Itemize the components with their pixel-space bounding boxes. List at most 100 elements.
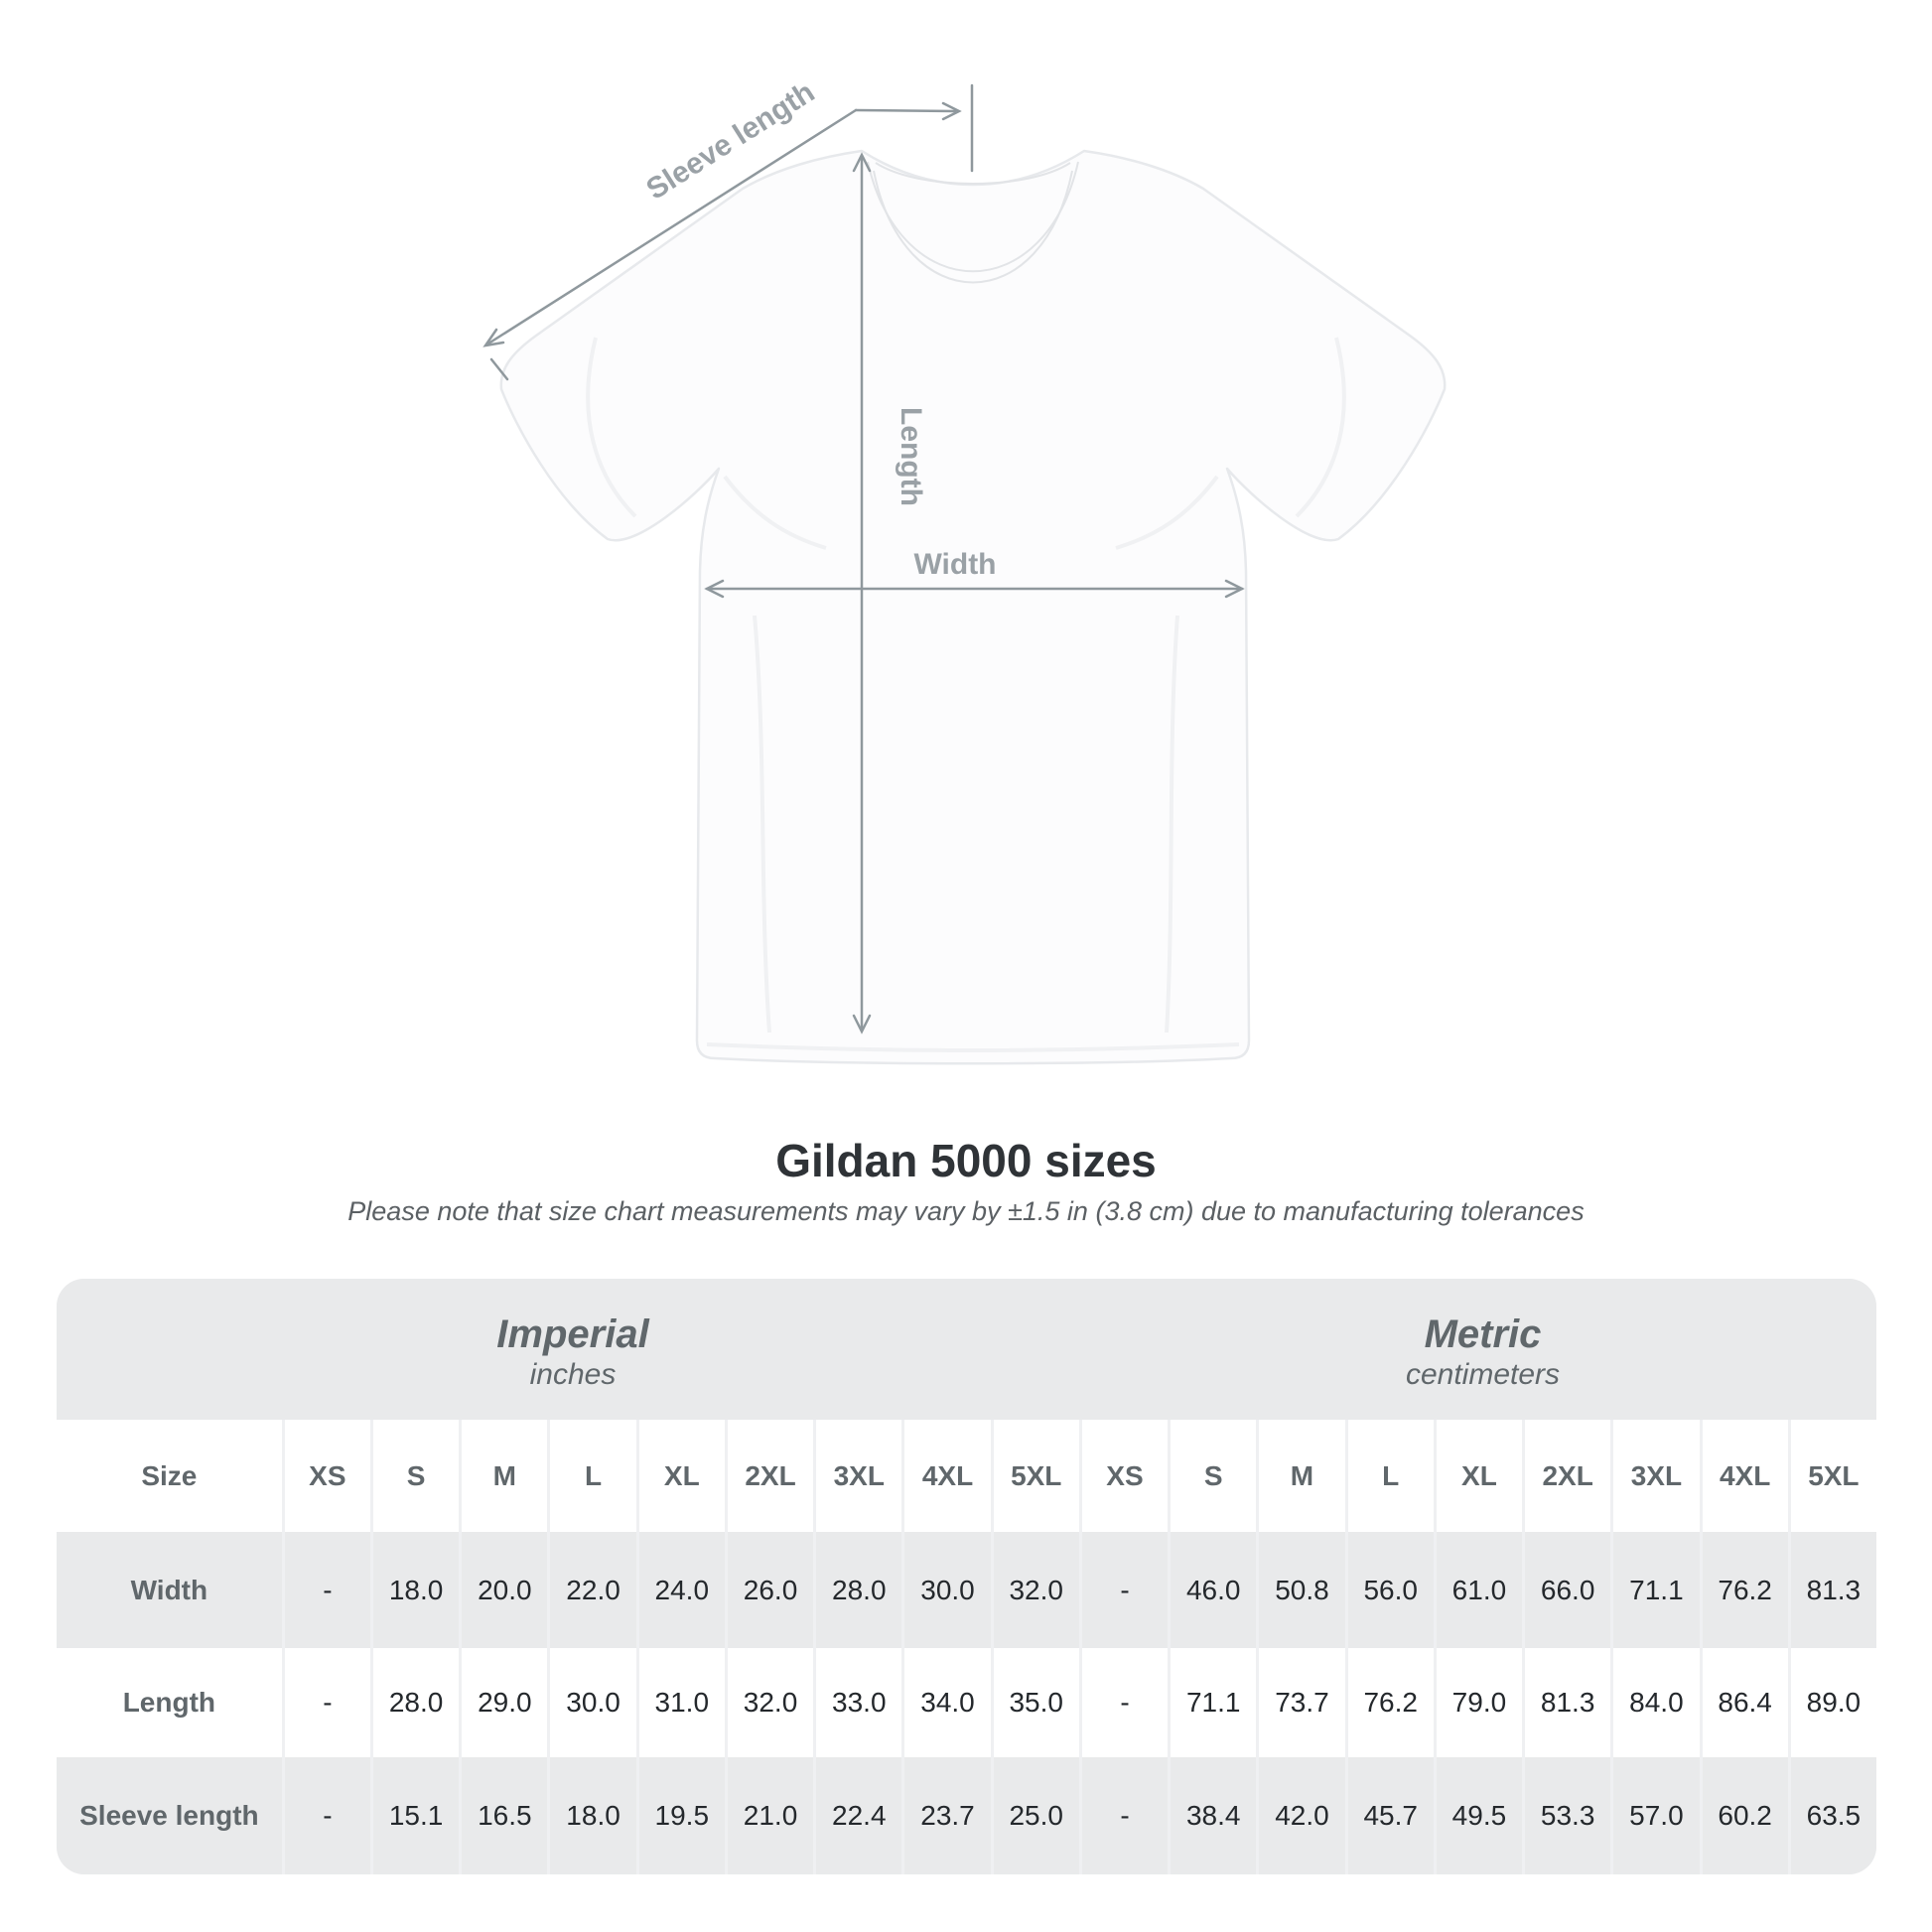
- table-row: Length -28.0 29.0 30.0 31.0 32.0 33.0 34.0 35.0-…: [57, 1648, 1876, 1757]
- table-cell: 15.1: [372, 1757, 460, 1874]
- table-cell: 26.0: [727, 1532, 814, 1648]
- table-cell: 34.0: [904, 1648, 991, 1757]
- table-cell: 32.0: [993, 1532, 1079, 1648]
- length-label: Length: [895, 407, 927, 506]
- table-cell: 23.7: [904, 1757, 991, 1874]
- column-header: XL: [638, 1420, 725, 1532]
- table-cell: 31.0: [638, 1648, 725, 1757]
- table-cell: 32.0: [727, 1648, 814, 1757]
- table-cell: -: [1081, 1757, 1169, 1874]
- table-cell: -: [1081, 1648, 1169, 1757]
- table-cell: 76.2: [1702, 1532, 1788, 1648]
- table-cell: 28.0: [816, 1532, 902, 1648]
- column-header: XL: [1436, 1420, 1523, 1532]
- table-cell: 21.0: [727, 1757, 814, 1874]
- table-cell: 79.0: [1436, 1648, 1523, 1757]
- length-dimension-line: [852, 152, 872, 1035]
- table-cell: 53.3: [1525, 1757, 1611, 1874]
- column-header: S: [372, 1420, 460, 1532]
- column-header: 5XL: [993, 1420, 1079, 1532]
- table-cell: 35.0: [993, 1648, 1079, 1757]
- imperial-unit: inches: [529, 1358, 617, 1391]
- table-cell: -: [284, 1648, 370, 1757]
- table-cell: -: [284, 1757, 370, 1874]
- table-cell: 89.0: [1790, 1648, 1876, 1757]
- column-header: M: [462, 1420, 548, 1532]
- column-header: 3XL: [1613, 1420, 1700, 1532]
- table-cell: 49.5: [1436, 1757, 1523, 1874]
- column-header: L: [550, 1420, 636, 1532]
- table-cell: 45.7: [1347, 1757, 1434, 1874]
- table-cell: 81.3: [1525, 1648, 1611, 1757]
- table-cell: 33.0: [816, 1648, 902, 1757]
- column-header: XS: [1081, 1420, 1169, 1532]
- table-cell: 25.0: [993, 1757, 1079, 1874]
- table-cell: 22.4: [816, 1757, 902, 1874]
- table-cell: 71.1: [1613, 1532, 1700, 1648]
- table-cell: 76.2: [1347, 1648, 1434, 1757]
- table-cell: -: [284, 1532, 370, 1648]
- row-label: Sleeve length: [57, 1757, 282, 1874]
- column-header: 4XL: [904, 1420, 991, 1532]
- imperial-section-header: Imperial inches: [57, 1279, 1089, 1420]
- metric-unit: centimeters: [1405, 1358, 1561, 1391]
- row-label: Length: [57, 1648, 282, 1757]
- size-header-row: Size XS S M L XL 2XL 3XL 4XL 5XL XS S M L XL 2XL 3XL 4XL 5…: [57, 1420, 1876, 1532]
- column-header: M: [1259, 1420, 1345, 1532]
- imperial-title: Imperial: [496, 1312, 649, 1356]
- table-cell: 73.7: [1259, 1648, 1345, 1757]
- column-header: 2XL: [727, 1420, 814, 1532]
- table-row: Width -18.0 20.0 22.0 24.0 26.0 28.0 30.0 32.0-4…: [57, 1532, 1876, 1648]
- table-cell: 46.0: [1171, 1532, 1257, 1648]
- column-header: 5XL: [1790, 1420, 1876, 1532]
- table-cell: 50.8: [1259, 1532, 1345, 1648]
- column-header: L: [1347, 1420, 1434, 1532]
- table-cell: -: [1081, 1532, 1169, 1648]
- table-cell: 30.0: [550, 1648, 636, 1757]
- table-cell: 81.3: [1790, 1532, 1876, 1648]
- table-row: Sleeve length -15.1 16.5 18.0 19.5 21.0 22.4 23…: [57, 1757, 1876, 1874]
- table-cell: 29.0: [462, 1648, 548, 1757]
- table-cell: 57.0: [1613, 1757, 1700, 1874]
- table-cell: 22.0: [550, 1532, 636, 1648]
- table-cell: 66.0: [1525, 1532, 1611, 1648]
- tshirt-measurement-diagram: Sleeve length Length Width: [483, 75, 1447, 1065]
- table-cell: 56.0: [1347, 1532, 1434, 1648]
- metric-title: Metric: [1424, 1312, 1542, 1356]
- size-table: Imperial inches Metric centimeters Size X…: [57, 1279, 1876, 1874]
- table-cell: 60.2: [1702, 1757, 1788, 1874]
- column-header: 2XL: [1525, 1420, 1611, 1532]
- column-header: 4XL: [1702, 1420, 1788, 1532]
- sleeve-length-dimension-line: [483, 83, 974, 381]
- table-cell: 19.5: [638, 1757, 725, 1874]
- table-cell: 63.5: [1790, 1757, 1876, 1874]
- metric-section-header: Metric centimeters: [1089, 1279, 1876, 1420]
- table-cell: 20.0: [462, 1532, 548, 1648]
- tshirt-outline: [499, 149, 1447, 1065]
- tolerance-note: Please note that size chart measurements…: [347, 1196, 1585, 1226]
- column-header: XS: [284, 1420, 370, 1532]
- table-cell: 86.4: [1702, 1648, 1788, 1757]
- table-cell: 42.0: [1259, 1757, 1345, 1874]
- dimension-lines: [483, 83, 1245, 1035]
- table-cell: 24.0: [638, 1532, 725, 1648]
- table-cell: 18.0: [372, 1532, 460, 1648]
- table-cell: 28.0: [372, 1648, 460, 1757]
- column-header-size: Size: [57, 1420, 282, 1532]
- table-cell: 61.0: [1436, 1532, 1523, 1648]
- collar-detail: [867, 161, 1079, 284]
- unit-header-band: Imperial inches Metric centimeters: [57, 1279, 1876, 1420]
- fabric-shading: [586, 337, 1346, 1052]
- width-label: Width: [913, 548, 996, 581]
- table-cell: 16.5: [462, 1757, 548, 1874]
- table-cell: 18.0: [550, 1757, 636, 1874]
- row-label: Width: [57, 1532, 282, 1648]
- width-dimension-line: [704, 579, 1245, 599]
- column-header: S: [1171, 1420, 1257, 1532]
- table-cell: 30.0: [904, 1532, 991, 1648]
- column-header: 3XL: [816, 1420, 902, 1532]
- table-cell: 71.1: [1171, 1648, 1257, 1757]
- page-title: Gildan 5000 sizes: [775, 1135, 1157, 1186]
- table-cell: 38.4: [1171, 1757, 1257, 1874]
